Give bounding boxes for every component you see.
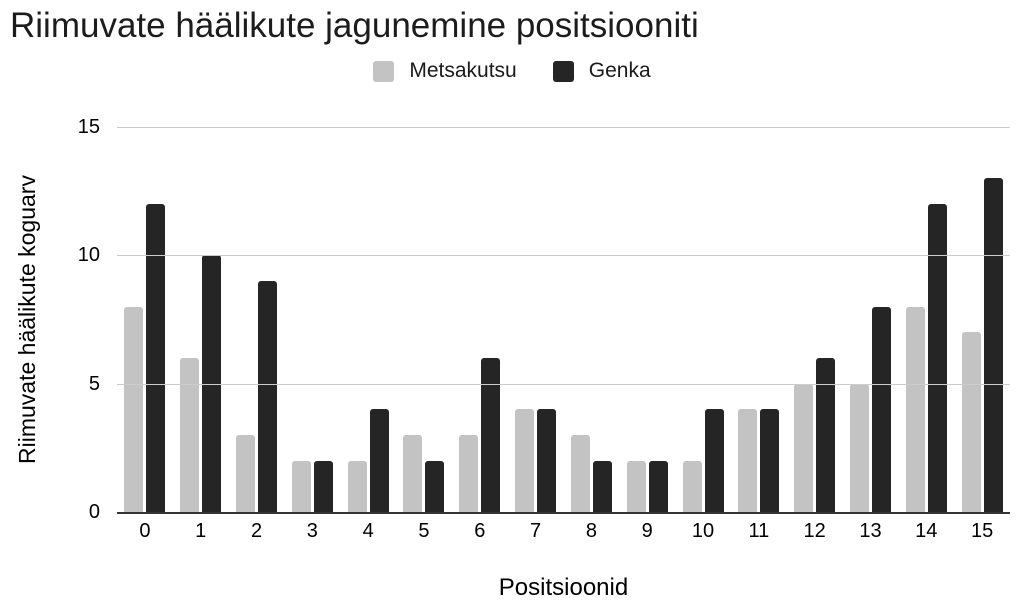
y-tick-label-0: 0 [88,501,100,523]
bar-group-6 [452,358,508,512]
x-tick-label-8: 8 [585,520,597,542]
x-tick-label-0: 0 [139,520,151,542]
bar-genka-6 [481,358,501,512]
x-tick-label-9: 9 [641,520,653,542]
bar-metsakutsu-14 [905,306,925,512]
bar-group-13 [843,306,899,512]
x-tick-label-7: 7 [530,520,542,542]
bar-metsakutsu-5 [403,435,423,512]
x-tick-label-6: 6 [474,520,486,542]
bar-metsakutsu-8 [570,435,590,512]
x-tick-label-1: 1 [195,520,207,542]
bar-group-14 [898,204,954,512]
x-tick-label-4: 4 [362,520,374,542]
bar-metsakutsu-7 [515,409,535,512]
bar-metsakutsu-15 [961,332,981,512]
legend-swatch-genka [552,60,574,82]
bar-group-9 [619,460,675,512]
x-axis-ticks: 0 1 2 3 4 5 6 7 8 9 10 11 12 13 14 15 [117,519,1010,543]
bar-genka-3 [313,460,333,512]
bar-genka-9 [648,460,668,512]
bar-metsakutsu-9 [626,460,646,512]
y-tick-label-5: 5 [88,372,100,395]
x-tick-label-5: 5 [418,520,430,542]
bar-genka-12 [816,358,836,512]
bar-genka-8 [592,460,612,512]
bar-group-4 [340,409,396,512]
x-tick-label-3: 3 [306,520,318,542]
bar-metsakutsu-3 [291,460,311,512]
bar-genka-4 [369,409,389,512]
bar-group-5 [396,435,452,512]
x-axis-title: Positsioonid [498,574,629,601]
bar-genka-13 [871,306,891,512]
bar-metsakutsu-6 [459,435,479,512]
bar-genka-5 [425,460,445,512]
bar-metsakutsu-2 [236,435,256,512]
plot-area [117,127,1010,514]
y-axis-title: Riimuvate häälikute koguarv [6,127,48,512]
legend-item-metsakutsu: Metsakutsu [373,59,517,83]
y-axis-ticks: 0 5 10 15 [48,116,106,523]
bar-genka-2 [258,281,278,512]
bar-metsakutsu-13 [849,383,869,512]
bar-group-3 [284,460,340,512]
legend: Metsakutsu Genka [0,59,1024,83]
x-tick-label-10: 10 [691,520,715,542]
legend-label-genka: Genka [588,59,651,82]
y-tick-label-10: 10 [77,244,100,267]
x-tick-label-15: 15 [970,520,994,542]
bar-group-11 [731,409,787,512]
bar-genka-0 [146,204,166,512]
bar-genka-11 [760,409,780,512]
bar-metsakutsu-0 [124,306,144,512]
bar-group-0 [117,204,173,512]
bar-group-15 [954,178,1010,512]
bar-groups [117,127,1010,512]
bar-metsakutsu-1 [180,358,200,512]
legend-label-metsakutsu: Metsakutsu [409,59,517,82]
bar-genka-15 [983,178,1003,512]
y-tick-label-15: 15 [77,116,100,138]
bar-group-7 [508,409,564,512]
bar-group-2 [229,281,285,512]
bar-metsakutsu-11 [738,409,758,512]
chart-title: Riimuvate häälikute jagunemine positsioo… [10,6,699,45]
bar-metsakutsu-12 [794,383,814,512]
bar-metsakutsu-10 [682,460,702,512]
gridline-15 [117,127,1010,128]
bar-genka-14 [927,204,947,512]
legend-swatch-metsakutsu [373,60,395,82]
x-tick-label-14: 14 [915,520,938,542]
x-tick-label-13: 13 [859,520,882,542]
bar-group-8 [564,435,620,512]
x-tick-label-2: 2 [250,520,263,542]
gridline-5 [117,383,1010,385]
y-axis-title-text: Riimuvate häälikute koguarv [13,175,40,464]
gridline-10 [117,255,1010,257]
bar-genka-7 [537,409,557,512]
x-tick-label-12: 12 [803,520,826,542]
x-tick-label-11: 11 [748,520,770,542]
bar-group-10 [675,409,731,512]
legend-item-genka: Genka [552,59,651,83]
bar-metsakutsu-4 [347,460,367,512]
bar-genka-10 [704,409,724,512]
bar-group-12 [787,358,843,512]
